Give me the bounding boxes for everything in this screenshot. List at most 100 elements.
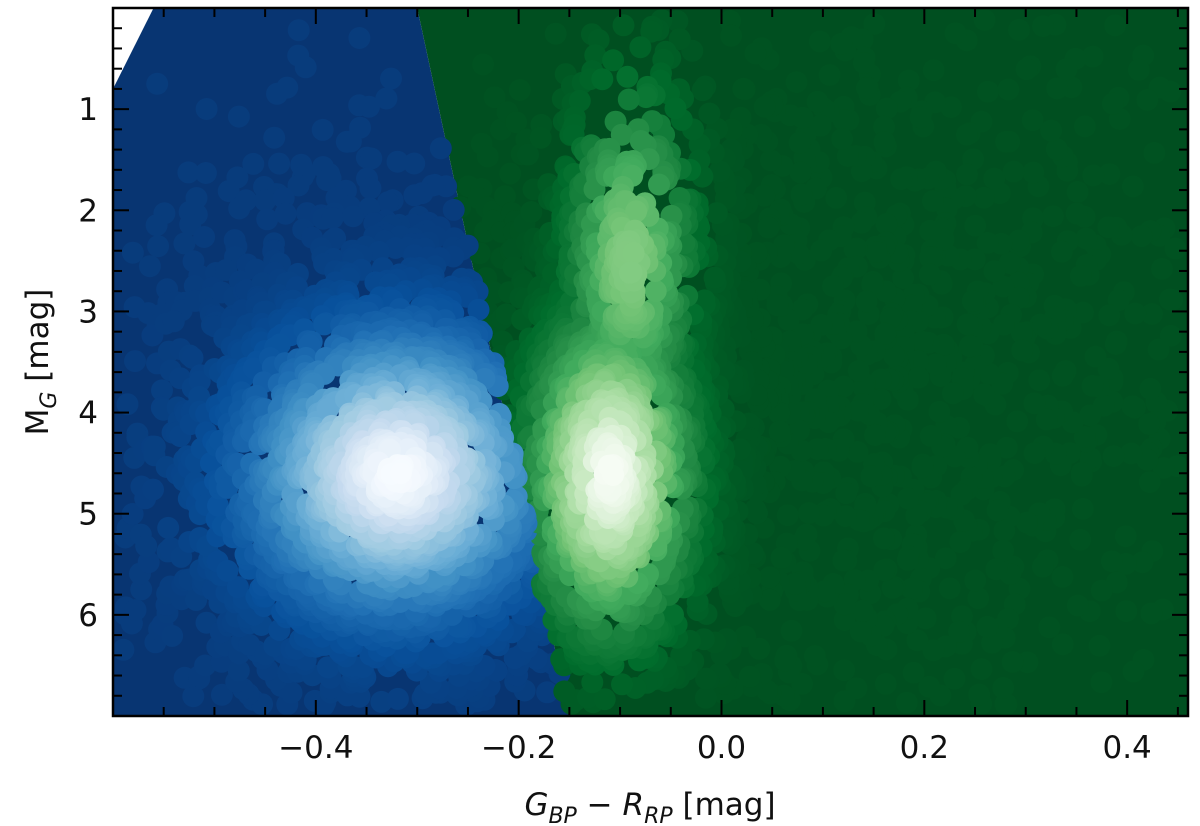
data-point <box>1090 671 1113 694</box>
data-point <box>1042 205 1064 228</box>
data-point <box>1121 175 1144 198</box>
data-point <box>1007 229 1030 252</box>
data-point <box>256 208 279 231</box>
data-point <box>113 638 135 661</box>
data-point <box>147 235 170 258</box>
data-point <box>897 69 920 92</box>
data-point <box>1098 163 1121 186</box>
data-point <box>622 242 645 265</box>
x-tick-label: −0.4 <box>278 730 353 766</box>
data-point <box>508 79 531 101</box>
data-point <box>1065 202 1088 225</box>
data-point <box>1073 115 1096 138</box>
data-point <box>620 261 643 284</box>
data-point <box>181 346 204 369</box>
data-point <box>494 185 516 208</box>
data-point <box>640 20 663 43</box>
data-point <box>758 566 781 589</box>
data-point <box>896 548 919 571</box>
data-point <box>849 620 872 643</box>
data-point <box>1100 550 1123 573</box>
data-point <box>1081 374 1104 397</box>
data-point <box>955 123 978 146</box>
data-point <box>895 691 918 714</box>
data-point <box>254 189 277 212</box>
data-point <box>1015 511 1038 534</box>
data-point <box>1143 141 1166 164</box>
data-point <box>865 241 888 263</box>
data-point <box>375 87 398 110</box>
data-point <box>617 88 640 111</box>
data-point <box>788 131 811 154</box>
data-point <box>476 145 499 168</box>
data-point <box>124 599 147 621</box>
data-point <box>142 478 164 501</box>
data-point <box>1081 45 1104 68</box>
data-point <box>875 97 898 120</box>
data-point <box>268 152 291 175</box>
data-point <box>1045 138 1068 161</box>
data-point <box>864 424 886 447</box>
data-point <box>429 137 452 160</box>
data-point <box>377 191 399 214</box>
y-axis-label: MG [mag] <box>20 289 62 436</box>
data-point <box>629 130 652 152</box>
data-point <box>776 504 799 527</box>
data-point <box>1028 369 1051 392</box>
data-point <box>810 239 833 262</box>
data-point <box>803 645 826 667</box>
data-point <box>138 255 161 278</box>
data-point <box>130 578 153 601</box>
data-point <box>921 190 944 212</box>
data-point <box>766 294 789 317</box>
data-point <box>1051 633 1074 656</box>
data-point <box>994 693 1017 715</box>
data-point <box>321 207 344 230</box>
data-point <box>342 205 365 228</box>
data-point <box>339 130 362 153</box>
data-point <box>694 686 717 709</box>
data-point <box>242 152 265 175</box>
data-point <box>900 577 923 600</box>
data-point <box>1122 660 1145 683</box>
data-point <box>744 498 767 521</box>
data-point <box>818 64 841 86</box>
data-point <box>629 36 652 59</box>
data-point <box>833 593 856 616</box>
data-point <box>1101 92 1124 115</box>
data-point <box>124 350 146 373</box>
data-point <box>780 619 803 642</box>
data-point <box>1006 410 1029 433</box>
data-point <box>1021 109 1044 132</box>
data-point <box>370 690 393 713</box>
data-point <box>581 671 604 694</box>
data-point <box>226 576 249 599</box>
data-point <box>664 97 687 120</box>
data-point <box>1131 551 1154 574</box>
data-point <box>1130 225 1153 248</box>
data-point <box>958 335 981 358</box>
data-point <box>1035 408 1058 431</box>
x-tick-label: −0.2 <box>481 730 556 766</box>
data-point <box>924 353 947 376</box>
data-point <box>1124 302 1147 325</box>
data-point <box>808 30 831 53</box>
data-point <box>948 620 970 643</box>
data-point <box>442 198 465 221</box>
data-point <box>753 95 776 118</box>
data-point <box>386 150 409 173</box>
data-point <box>774 649 797 672</box>
data-point <box>875 212 898 235</box>
data-point <box>851 599 874 622</box>
data-point <box>961 290 984 312</box>
data-point <box>1090 579 1113 602</box>
data-point <box>384 237 407 259</box>
data-point <box>983 167 1006 190</box>
data-point <box>968 683 991 706</box>
data-point <box>986 499 1009 522</box>
data-point <box>995 130 1017 153</box>
data-point <box>698 102 721 125</box>
data-point <box>177 161 200 184</box>
data-point <box>861 273 884 296</box>
